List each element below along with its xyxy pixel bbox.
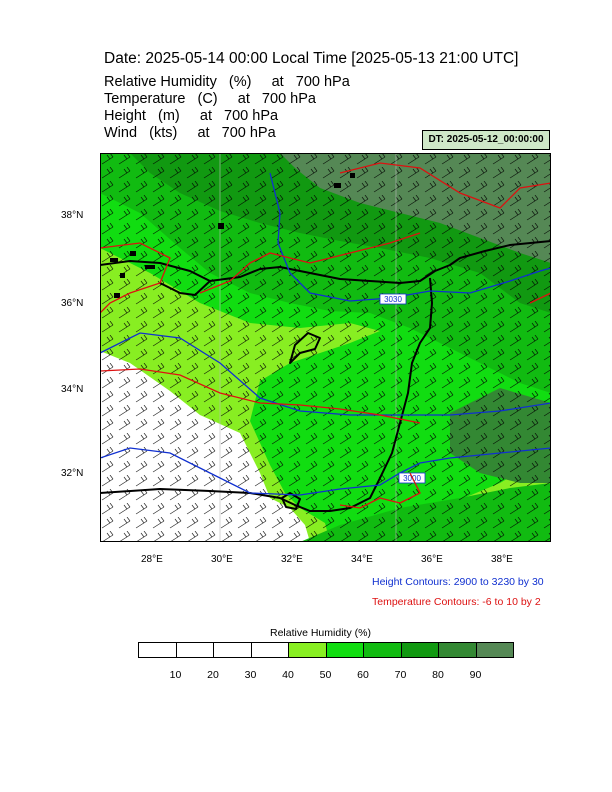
lon-label-30: 30°E xyxy=(211,554,233,565)
colorbar-swatch xyxy=(175,642,214,658)
colorbar-swatch xyxy=(475,642,514,658)
colorbar-tick-label: 60 xyxy=(357,669,369,681)
colorbar-swatch xyxy=(363,642,402,658)
colorbar-tick-label: 50 xyxy=(319,669,332,681)
lat-label-32: 32°N xyxy=(61,468,84,479)
lat-label-36: 36°N xyxy=(61,298,84,309)
colorbar-tick-label: 90 xyxy=(469,669,482,681)
lon-label-34: 34°E xyxy=(351,554,373,565)
variable-wind: Wind (kts) at 700 hPa xyxy=(104,125,276,141)
colorbar-swatch xyxy=(400,642,439,658)
wind-barbs xyxy=(100,153,551,542)
temperature-contours xyxy=(100,162,551,509)
colorbar-swatch xyxy=(250,642,289,658)
colorbar-tick-label: 10 xyxy=(169,669,182,681)
colorbar-swatch xyxy=(438,642,477,658)
variable-list: Relative Humidity (%) at 700 hPa Tempera… xyxy=(104,74,350,142)
variable-temperature: Temperature (C) at 700 hPa xyxy=(104,91,316,107)
variable-rh: Relative Humidity (%) at 700 hPa xyxy=(104,74,350,90)
height-label-a: 3030 xyxy=(384,295,402,304)
height-contour-note: Height Contours: 2900 to 3230 by 30 xyxy=(372,576,544,588)
init-time-badge: DT: 2025-05-12_00:00:00 xyxy=(422,130,550,150)
colorbar-tick-label: 20 xyxy=(207,669,219,681)
colorbar-title: Relative Humidity (%) xyxy=(270,627,371,639)
colorbar-swatch xyxy=(138,642,177,658)
lon-label-28: 28°E xyxy=(141,554,163,565)
weather-map: 3030 3000 xyxy=(100,153,551,542)
colorbar-tick-label: 70 xyxy=(394,669,407,681)
temperature-contour-note: Temperature Contours: -6 to 10 by 2 xyxy=(372,596,541,608)
colorbar-swatch xyxy=(288,642,327,658)
islands xyxy=(110,173,355,298)
lat-label-34: 34°N xyxy=(61,384,84,395)
colorbar-tick-label: 30 xyxy=(244,669,257,681)
map-border xyxy=(100,153,551,542)
colorbar-swatch xyxy=(325,642,364,658)
lon-label-32: 32°E xyxy=(281,554,303,565)
lon-label-36: 36°E xyxy=(421,554,443,565)
variable-height: Height (m) at 700 hPa xyxy=(104,108,279,124)
meridians xyxy=(219,153,397,542)
colorbar-swatch xyxy=(213,642,252,658)
lon-label-38: 38°E xyxy=(491,554,513,565)
colorbar-tick-label: 40 xyxy=(282,669,294,681)
colorbar-tick-label: 80 xyxy=(432,669,444,681)
plot-title: Date: 2025-05-14 00:00 Local Time [2025-… xyxy=(104,50,519,67)
height-contours xyxy=(100,172,551,496)
lat-label-38: 38°N xyxy=(61,210,84,221)
